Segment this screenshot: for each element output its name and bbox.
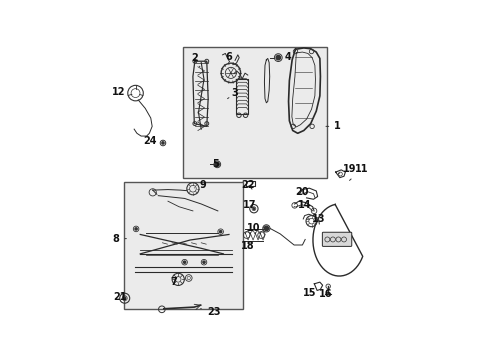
Text: 12: 12 — [112, 87, 132, 97]
Text: 18: 18 — [241, 240, 255, 251]
Text: 20: 20 — [295, 186, 309, 197]
Circle shape — [135, 228, 137, 230]
Text: 10: 10 — [247, 222, 267, 233]
Circle shape — [162, 142, 164, 144]
Text: 5: 5 — [212, 159, 219, 169]
Circle shape — [183, 261, 186, 263]
Text: 4: 4 — [277, 52, 291, 62]
Text: 14: 14 — [294, 201, 311, 210]
Text: 19: 19 — [339, 164, 356, 174]
Text: 22: 22 — [241, 180, 254, 190]
Text: 1: 1 — [326, 121, 341, 131]
Text: 23: 23 — [201, 306, 220, 316]
Bar — [183, 48, 327, 177]
Circle shape — [264, 226, 269, 231]
Text: 17: 17 — [243, 201, 256, 210]
Text: 16: 16 — [319, 289, 333, 299]
Circle shape — [203, 261, 205, 263]
FancyBboxPatch shape — [322, 232, 352, 246]
Circle shape — [123, 297, 126, 299]
Text: 6: 6 — [225, 52, 232, 68]
Text: 11: 11 — [349, 164, 368, 180]
Text: 3: 3 — [227, 88, 239, 99]
Text: 8: 8 — [113, 234, 126, 244]
Text: 2: 2 — [191, 53, 200, 67]
Text: 7: 7 — [171, 276, 177, 287]
Circle shape — [220, 231, 222, 233]
Text: 9: 9 — [195, 180, 207, 190]
Circle shape — [216, 162, 219, 166]
Text: 15: 15 — [303, 288, 316, 298]
Bar — [123, 182, 243, 309]
Circle shape — [253, 208, 255, 210]
Text: 24: 24 — [144, 136, 163, 146]
Text: 13: 13 — [307, 214, 326, 224]
Circle shape — [276, 55, 280, 60]
Text: 21: 21 — [114, 292, 127, 302]
